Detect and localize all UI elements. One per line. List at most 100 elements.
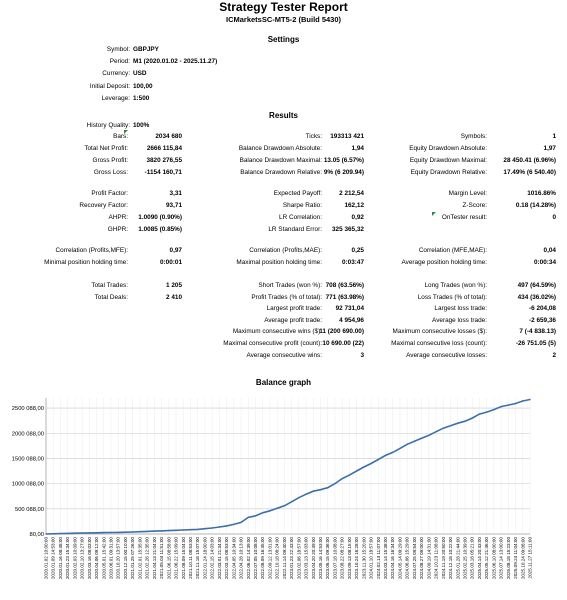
balance-data-point [132, 531, 134, 533]
col3-label: Z-Score: [462, 202, 487, 210]
y-tick-label: 2000 088,00 [12, 431, 44, 437]
x-tick-label: 2020.05.01 15:42:00 [101, 537, 106, 580]
balance-data-point [514, 402, 517, 405]
x-tick-label: 2024.02.13 11:07:00 [376, 537, 381, 579]
x-tick-label: 2023.03.13 15:03:00 [304, 537, 309, 580]
x-tick-label: 2023.10.24 16:28:00 [354, 537, 359, 580]
col1-label: Profit Factor: [91, 190, 128, 197]
col2-value: 10 690.00 (22) [322, 340, 364, 347]
x-tick-label: 2021.01.25 07:26:00 [130, 537, 135, 580]
balance-data-point [74, 532, 76, 534]
balance-data-point [312, 490, 314, 492]
x-tick-label: 2022.11.14 09:40:00 [282, 537, 287, 579]
balance-series-line [45, 398, 531, 535]
x-tick-label: 2025.08.18 15:23:00 [506, 537, 511, 580]
col3-value: 0.18 (14.28%) [515, 202, 556, 210]
col1-value: -1154 160,71 [144, 169, 182, 177]
x-tick-label: 2024.03.14 15:38:00 [383, 537, 388, 580]
x-tick-label: 2021.10.11 08:53:00 [188, 537, 193, 579]
col3-label: Largest loss trade: [434, 305, 487, 313]
x-tick-label: 2025.07.14 13:00:00 [499, 537, 504, 580]
col1-label: AHPR: [108, 214, 128, 222]
col2-label: Ticks: [305, 133, 322, 140]
x-tick-label: 2023.09.13 08:15:00 [347, 537, 352, 580]
col2-value: 13.05 (6.57%) [323, 157, 364, 165]
results-heading: Results [269, 111, 298, 120]
y-tick-label: 1000 088,00 [12, 482, 44, 488]
x-tick-label: 2020.01.09 14:53:00 [51, 537, 56, 580]
x-tick-label: 2025.02.25 10:39:00 [462, 537, 467, 580]
balance-data-point [428, 434, 430, 436]
col1-value: 2666 115,84 [146, 145, 182, 153]
balance-data-point [168, 529, 170, 532]
settings-value: 100,00 [133, 82, 153, 90]
col3-value: 0:00:34 [533, 259, 556, 267]
balance-data-point [486, 411, 488, 413]
col1-value: 2 410 [166, 293, 182, 301]
balance-data-point [457, 422, 459, 424]
x-tick-label: 2022.01.24 18:00:00 [202, 537, 207, 580]
y-tick-label: 80,00 [29, 532, 44, 538]
x-tick-label: 2024.07.25 09:54:00 [412, 537, 417, 580]
col2-label: Short Trades (won %): [258, 282, 322, 289]
balance-data-point [124, 531, 127, 533]
col1-label: Bars: [113, 133, 128, 140]
balance-data-point [290, 501, 293, 503]
y-tick-label: 2500 088,00 [12, 406, 44, 412]
balance-data-point [399, 447, 401, 450]
x-tick-label: 2020.03.16 08:03:00 [87, 537, 92, 580]
report-title: Strategy Tester Report [219, 0, 348, 14]
col1-label: Total Trades: [91, 282, 128, 289]
x-tick-label: 2024.09.19 14:31:00 [426, 537, 431, 580]
col1-value: 3,31 [169, 190, 182, 197]
settings-value: M1 (2020.01.02 - 2025.11.27) [133, 58, 218, 66]
balance-data-point [197, 528, 199, 531]
col3-label: Equity Drawdown Maximal: [409, 157, 487, 165]
report-subtitle: ICMarketsSC-MT5-2 (Build 5430) [225, 15, 342, 24]
settings-label: Leverage: [101, 94, 130, 102]
balance-data-point [233, 523, 235, 526]
x-tick-label: 2022.04.05 10:34:00 [231, 537, 236, 580]
col2-value: 4 954,96 [339, 316, 364, 324]
balance-data-point [370, 462, 372, 465]
history-quality-label: History Quality: [86, 122, 130, 129]
x-tick-label: 2025.11.27 15:11:00 [528, 537, 533, 579]
x-tick-label: 2022.02.15 14:03:00 [210, 537, 215, 580]
x-tick-label: 2021.06.22 15:09:00 [174, 537, 179, 580]
col2-value: 9% (6 209.94) [323, 169, 364, 177]
col3-label: OnTester result: [441, 214, 487, 222]
col2-value: 2 212,54 [339, 190, 364, 197]
balance-data-point [500, 405, 502, 408]
balance-data-point [363, 466, 365, 468]
col3-value: 7 (-4 838.13) [519, 328, 556, 336]
x-tick-label: 2025.09.24 11:04:00 [513, 537, 518, 579]
balance-data-point [384, 454, 387, 457]
settings-label: Currency: [102, 70, 130, 78]
col3-label: Margin Level: [448, 190, 487, 197]
x-tick-label: 2023.11.30 15:20:00 [361, 537, 366, 579]
balance-data-point [254, 515, 257, 517]
settings-label: Initial Deposit: [89, 82, 130, 90]
balance-data-point [406, 443, 408, 445]
balance-data-point [160, 530, 163, 532]
balance-data-point [478, 413, 481, 415]
x-tick-label: 2023.07.18 10:08:00 [332, 537, 337, 580]
col2-label: Balance Drawdown Relative: [240, 169, 322, 177]
balance-data-point [153, 530, 156, 532]
x-tick-label: 2021.02.26 12:35:00 [145, 537, 150, 580]
col3-label: Average loss trade: [432, 316, 487, 324]
settings-label: Period: [109, 58, 130, 66]
x-tick-label: 2022.07.05 10:08:00 [253, 537, 258, 580]
col1-value: 0,97 [169, 247, 182, 254]
x-tick-label: 2022.03.15 08:53:00 [224, 537, 229, 580]
col2-value: 1,94 [351, 145, 364, 153]
col2-value: 3 [360, 351, 364, 359]
x-tick-label: 2020.06.01 09:31:00 [109, 537, 114, 580]
x-tick-label: 2020.02.03 10:09:00 [72, 537, 77, 580]
balance-data-point [262, 512, 264, 514]
history-quality-value: 100% [133, 122, 150, 129]
col1-value: 1.0090 (0.90%) [138, 214, 182, 222]
col3-label: Equity Drawdown Relative: [410, 169, 487, 177]
x-tick-label: 2021.06.15 08:58:00 [166, 537, 171, 580]
x-tick-label: 2021.05.04 11:51:00 [159, 537, 164, 579]
